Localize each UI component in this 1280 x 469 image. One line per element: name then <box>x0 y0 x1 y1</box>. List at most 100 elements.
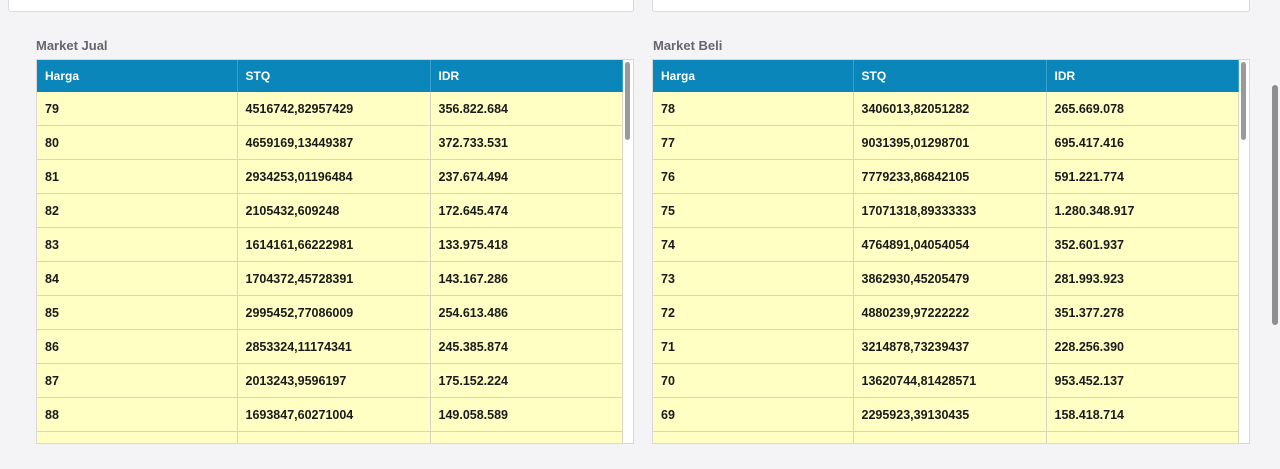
cell-harga: 83 <box>37 227 238 262</box>
cell-harga: 73 <box>653 261 854 296</box>
cell-stq: 9031395,01298701 <box>853 125 1047 160</box>
market-jual-scrollbar[interactable] <box>623 60 633 443</box>
market-beli-table[interactable]: Harga STQ IDR 78 3406013,82051282 265.669.… <box>652 59 1250 444</box>
cell-idr: 591.221.774 <box>1046 159 1239 194</box>
cell-idr: 254.613.486 <box>430 295 623 330</box>
cell-harga: 82 <box>37 193 238 228</box>
cell-stq: 2995452,77086009 <box>237 295 431 330</box>
table-row[interactable]: 72 4880239,97222222 351.377.278 <box>653 295 1239 330</box>
cell-stq: 1987757,43343544 <box>237 431 431 443</box>
table-header-row: Harga STQ IDR <box>37 60 623 92</box>
cell-harga: 72 <box>653 295 854 330</box>
cell-stq: 2403552,83823529 <box>853 431 1047 443</box>
cell-stq: 4764891,04054054 <box>853 227 1047 262</box>
cell-stq: 1693847,60271004 <box>237 397 431 432</box>
page-scrollbar-thumb[interactable] <box>1272 85 1278 325</box>
table-row[interactable]: 82 2105432,609248 172.645.474 <box>37 193 623 228</box>
column-header-idr[interactable]: IDR <box>430 60 623 92</box>
cell-harga: 70 <box>653 363 854 398</box>
scrollbar-thumb[interactable] <box>625 62 630 140</box>
cell-stq: 4659169,13449387 <box>237 125 431 160</box>
table-row[interactable]: 85 2995452,77086009 254.613.486 <box>37 295 623 330</box>
cell-idr: 158.418.714 <box>1046 397 1239 432</box>
column-header-harga[interactable]: Harga <box>653 60 854 92</box>
cell-idr: 372.733.531 <box>430 125 623 160</box>
cell-idr: 356.822.684 <box>430 92 623 126</box>
column-header-idr[interactable]: IDR <box>1046 60 1239 92</box>
table-row[interactable]: 76 7779233,86842105 591.221.774 <box>653 159 1239 194</box>
cell-harga: 87 <box>37 363 238 398</box>
cell-harga: 80 <box>37 125 238 160</box>
cell-idr: 953.452.137 <box>1046 363 1239 398</box>
cell-idr: 237.674.494 <box>430 159 623 194</box>
column-header-stq[interactable]: STQ <box>237 60 431 92</box>
table-row[interactable]: 81 2934253,01196484 237.674.494 <box>37 159 623 194</box>
cell-stq: 1614161,66222981 <box>237 227 431 262</box>
cell-idr: 265.669.078 <box>1046 92 1239 126</box>
cell-harga: 69 <box>653 397 854 432</box>
table-row[interactable]: 83 1614161,66222981 133.975.418 <box>37 227 623 262</box>
cell-stq: 1704372,45728391 <box>237 261 431 296</box>
market-beli-title: Market Beli <box>653 38 723 53</box>
cell-idr: 695.417.416 <box>1046 125 1239 160</box>
market-beli-scrollbar[interactable] <box>1239 60 1249 443</box>
table-row[interactable]: 891987757,43343544176.910.412 <box>37 431 623 443</box>
cell-idr: 281.993.923 <box>1046 261 1239 296</box>
cell-stq: 3406013,82051282 <box>853 92 1047 126</box>
cell-harga: 86 <box>37 329 238 364</box>
cell-stq: 4516742,82957429 <box>237 92 431 126</box>
table-row[interactable]: 682403552,83823529163.441.593 <box>653 431 1239 443</box>
cell-idr: 351.377.278 <box>1046 295 1239 330</box>
cell-stq: 2934253,01196484 <box>237 159 431 194</box>
cell-stq: 17071318,89333333 <box>853 193 1047 228</box>
table-row[interactable]: 84 1704372,45728391 143.167.286 <box>37 261 623 296</box>
cell-stq: 4880239,97222222 <box>853 295 1047 330</box>
table-row[interactable]: 88 1693847,60271004 149.058.589 <box>37 397 623 432</box>
table-row[interactable]: 69 2295923,39130435 158.418.714 <box>653 397 1239 432</box>
cell-harga: 79 <box>37 92 238 126</box>
table-row[interactable]: 86 2853324,11174341 245.385.874 <box>37 329 623 364</box>
table-row[interactable]: 77 9031395,01298701 695.417.416 <box>653 125 1239 160</box>
cell-harga: 84 <box>37 261 238 296</box>
cell-stq: 3214878,73239437 <box>853 329 1047 364</box>
cell-harga: 78 <box>653 92 854 126</box>
column-header-stq[interactable]: STQ <box>853 60 1047 92</box>
table-row[interactable]: 71 3214878,73239437 228.256.390 <box>653 329 1239 364</box>
cell-idr: 175.152.224 <box>430 363 623 398</box>
column-header-harga[interactable]: Harga <box>37 60 238 92</box>
table-row[interactable]: 78 3406013,82051282 265.669.078 <box>653 92 1239 126</box>
cell-harga: 85 <box>37 295 238 330</box>
market-jual-grid: Harga STQ IDR 79 4516742,82957429 356.822.… <box>37 60 623 443</box>
table-row[interactable]: 87 2013243,9596197 175.152.224 <box>37 363 623 398</box>
table-row[interactable]: 80 4659169,13449387 372.733.531 <box>37 125 623 160</box>
cell-idr: 163.441.593 <box>1046 431 1239 443</box>
cell-harga: 89 <box>37 431 238 443</box>
cell-idr: 176.910.412 <box>430 431 623 443</box>
market-jual-table[interactable]: Harga STQ IDR 79 4516742,82957429 356.822.… <box>36 59 634 444</box>
cell-stq: 3862930,45205479 <box>853 261 1047 296</box>
top-card-right <box>652 0 1250 12</box>
table-row[interactable]: 75 17071318,89333333 1.280.348.917 <box>653 193 1239 228</box>
cell-harga: 74 <box>653 227 854 262</box>
cell-idr: 245.385.874 <box>430 329 623 364</box>
table-row[interactable]: 70 13620744,81428571 953.452.137 <box>653 363 1239 398</box>
cell-stq: 13620744,81428571 <box>853 363 1047 398</box>
cell-harga: 77 <box>653 125 854 160</box>
cell-harga: 71 <box>653 329 854 364</box>
cell-stq: 2105432,609248 <box>237 193 431 228</box>
cell-stq: 7779233,86842105 <box>853 159 1047 194</box>
cell-stq: 2853324,11174341 <box>237 329 431 364</box>
cell-harga: 68 <box>653 431 854 443</box>
cell-harga: 75 <box>653 193 854 228</box>
cell-stq: 2013243,9596197 <box>237 363 431 398</box>
scrollbar-thumb[interactable] <box>1241 62 1246 140</box>
table-row[interactable]: 74 4764891,04054054 352.601.937 <box>653 227 1239 262</box>
cell-harga: 88 <box>37 397 238 432</box>
cell-harga: 76 <box>653 159 854 194</box>
table-row[interactable]: 79 4516742,82957429 356.822.684 <box>37 92 623 126</box>
cell-idr: 143.167.286 <box>430 261 623 296</box>
table-row[interactable]: 73 3862930,45205479 281.993.923 <box>653 261 1239 296</box>
cell-idr: 352.601.937 <box>1046 227 1239 262</box>
table-header-row: Harga STQ IDR <box>653 60 1239 92</box>
top-card-left <box>8 0 634 12</box>
